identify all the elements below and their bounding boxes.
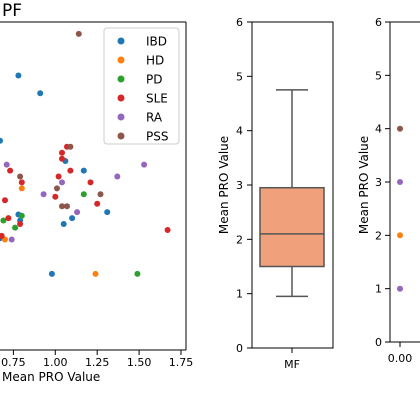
data-point-pd xyxy=(80,191,87,198)
x-tick-label: 1.25 xyxy=(85,356,110,369)
x-tick-label: 1.50 xyxy=(127,356,152,369)
data-point xyxy=(397,125,403,132)
x-tick-label: 0.75 xyxy=(1,356,26,369)
y-tick-label: 0 xyxy=(375,336,382,349)
box-y-ticks: 0 1 2 3 4 5 6 xyxy=(236,16,252,355)
data-point-ra xyxy=(3,161,10,168)
legend-label-hd: HD xyxy=(146,54,164,68)
legend-marker-pss xyxy=(117,132,125,140)
x-tick-label: 1.00 xyxy=(43,356,68,369)
data-point-ibd xyxy=(69,215,76,222)
data-point-pss xyxy=(75,30,82,37)
right-scatter-points xyxy=(397,125,403,292)
data-point-sle xyxy=(5,215,12,222)
data-point-sle xyxy=(67,167,74,174)
data-point-pss xyxy=(67,143,74,150)
data-point-ibd xyxy=(80,167,87,174)
legend-marker-pd xyxy=(117,75,125,83)
y-tick-label: 2 xyxy=(236,233,243,246)
data-point-sle xyxy=(2,197,8,204)
y-tick-label: 4 xyxy=(236,125,243,138)
legend-marker-hd xyxy=(117,56,125,64)
data-point-ra xyxy=(141,161,148,168)
y-tick-label: 5 xyxy=(375,69,382,82)
legend-label-ra: RA xyxy=(146,111,163,125)
data-point xyxy=(397,232,403,239)
data-point-sle xyxy=(164,227,171,233)
data-point-hd xyxy=(92,270,99,277)
legend-label-sle: SLE xyxy=(146,92,168,106)
data-point-pss xyxy=(59,203,65,210)
data-point-pd xyxy=(134,270,141,277)
x-tick-label: 0.00 xyxy=(388,352,413,365)
legend-marker-ibd xyxy=(117,37,125,45)
box-y-label: Mean PRO Value xyxy=(217,136,231,234)
y-tick-label: 3 xyxy=(236,179,243,192)
box-plot-element xyxy=(259,89,325,298)
data-point-ibd xyxy=(37,90,44,97)
interquartile-box xyxy=(259,186,325,268)
data-point-ra xyxy=(59,179,65,186)
y-tick-label: 6 xyxy=(375,16,382,29)
x-tick-label: 1.75 xyxy=(169,356,194,369)
data-point-sle xyxy=(94,200,101,207)
data-point xyxy=(397,179,403,185)
data-point-pd xyxy=(12,224,19,231)
right-y-ticks: 0 1 2 3 4 5 6 xyxy=(375,16,390,349)
data-point-sle xyxy=(18,179,25,186)
y-tick-label: 1 xyxy=(375,283,382,296)
scatter-panel: PF 0.75 1.00 1.25 1.50 1.75 Mean PRO Value I… xyxy=(0,1,193,384)
data-point xyxy=(397,285,403,292)
data-point-ra xyxy=(74,209,81,216)
legend-marker-ra xyxy=(117,113,125,121)
y-tick-label: 0 xyxy=(236,342,243,355)
data-point-ibd xyxy=(15,72,22,79)
data-point-ibd xyxy=(48,270,55,277)
data-point-hd xyxy=(18,185,25,192)
data-point-ra xyxy=(40,191,47,198)
data-point-pd xyxy=(0,217,7,224)
data-point-ibd xyxy=(0,137,3,144)
data-point-sle xyxy=(52,193,59,200)
box-panel: Mean PRO Value 0 1 2 3 4 5 6 MF xyxy=(217,16,334,371)
y-tick-label: 4 xyxy=(375,123,382,136)
y-tick-label: 2 xyxy=(375,229,382,242)
y-tick-label: 5 xyxy=(236,70,243,83)
legend-label-pd: PD xyxy=(146,73,162,87)
y-tick-label: 6 xyxy=(236,16,243,29)
scatter-title: PF xyxy=(2,1,22,21)
data-point-ibd xyxy=(104,209,111,216)
data-point-sle xyxy=(17,221,24,227)
data-point-pss xyxy=(64,203,70,210)
data-point-sle xyxy=(55,173,62,180)
data-point-sle xyxy=(87,179,94,186)
data-point-sle xyxy=(59,149,65,156)
data-point-pss xyxy=(17,173,24,180)
right-x-ticks: 0.00 xyxy=(388,342,413,365)
scatter-legend: IBD HD PD SLE RA PSS xyxy=(103,27,180,145)
scatter-x-ticks: 0.75 1.00 1.25 1.50 1.75 xyxy=(1,350,193,369)
data-point-ra xyxy=(8,236,15,243)
x-tick-label: MF xyxy=(284,358,300,371)
y-tick-label: 3 xyxy=(375,176,382,189)
data-point-pss xyxy=(54,185,60,192)
legend-marker-sle xyxy=(117,94,125,102)
data-point-sle xyxy=(0,232,5,239)
right-y-label: Mean PRO Value xyxy=(357,136,371,234)
legend-label-ibd: IBD xyxy=(146,35,167,49)
data-point-sle xyxy=(7,167,14,174)
legend-box xyxy=(103,27,180,145)
box-x-ticks: MF xyxy=(284,348,300,371)
data-point-pd xyxy=(18,212,25,219)
y-tick-label: 1 xyxy=(236,288,243,301)
data-point-pss xyxy=(97,191,104,198)
legend-label-pss: PSS xyxy=(146,130,168,144)
data-point-sle xyxy=(59,155,65,162)
data-point-ra xyxy=(114,173,121,180)
data-point-ibd xyxy=(60,221,67,227)
scatter-x-label: Mean PRO Value xyxy=(2,370,100,384)
right-scatter-panel: Mean PRO Value 0 1 2 3 4 5 6 0.00 xyxy=(357,16,420,365)
